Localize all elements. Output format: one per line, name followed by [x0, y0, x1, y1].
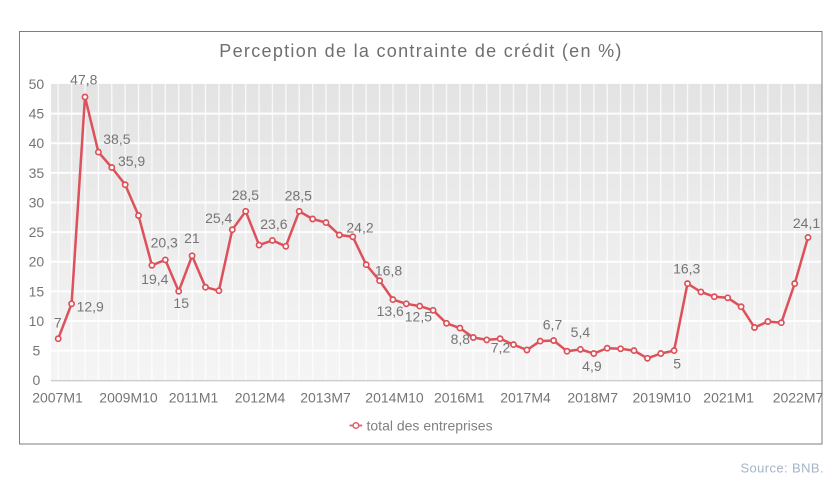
- svg-text:12,9: 12,9: [77, 299, 104, 315]
- svg-text:5,4: 5,4: [571, 324, 591, 340]
- svg-text:2021M1: 2021M1: [703, 390, 754, 406]
- svg-text:12,5: 12,5: [405, 309, 432, 325]
- svg-text:23,6: 23,6: [260, 216, 287, 232]
- svg-text:19,4: 19,4: [141, 271, 168, 287]
- svg-text:25,4: 25,4: [205, 210, 232, 226]
- svg-text:5: 5: [33, 343, 41, 359]
- svg-text:15: 15: [29, 283, 45, 299]
- svg-text:Source: BNB.: Source: BNB.: [740, 461, 824, 476]
- svg-text:2009M10: 2009M10: [99, 390, 158, 406]
- svg-text:30: 30: [29, 194, 45, 210]
- svg-text:2018M7: 2018M7: [567, 390, 618, 406]
- svg-text:20,3: 20,3: [151, 234, 178, 250]
- svg-text:24,1: 24,1: [793, 215, 820, 231]
- svg-text:2017M4: 2017M4: [500, 390, 551, 406]
- svg-text:2012M4: 2012M4: [235, 390, 286, 406]
- svg-text:0: 0: [33, 372, 41, 388]
- svg-text:Perception de la contrainte de: Perception de la contrainte de crédit (e…: [219, 41, 622, 61]
- svg-text:28,5: 28,5: [285, 187, 312, 203]
- svg-text:35: 35: [29, 165, 45, 181]
- svg-text:25: 25: [29, 224, 45, 240]
- svg-text:2019M10: 2019M10: [633, 390, 692, 406]
- svg-text:6,7: 6,7: [543, 317, 563, 333]
- svg-text:47,8: 47,8: [70, 71, 97, 87]
- svg-text:2014M10: 2014M10: [365, 390, 424, 406]
- svg-text:7,2: 7,2: [491, 339, 511, 355]
- svg-text:2011M1: 2011M1: [169, 390, 219, 406]
- svg-text:2013M7: 2013M7: [300, 390, 351, 406]
- svg-text:20: 20: [29, 254, 45, 270]
- svg-text:2007M1: 2007M1: [32, 390, 83, 406]
- svg-text:8,8: 8,8: [451, 331, 471, 347]
- svg-text:24,2: 24,2: [346, 220, 373, 236]
- svg-text:5: 5: [673, 356, 681, 372]
- svg-text:35,9: 35,9: [118, 153, 145, 169]
- svg-text:16,3: 16,3: [673, 261, 700, 277]
- svg-text:2016M1: 2016M1: [434, 390, 485, 406]
- svg-text:13,6: 13,6: [377, 303, 404, 319]
- svg-text:15: 15: [173, 295, 189, 311]
- svg-text:28,5: 28,5: [232, 187, 259, 203]
- svg-text:2022M7: 2022M7: [773, 390, 824, 406]
- svg-text:16,8: 16,8: [375, 263, 402, 279]
- svg-text:7: 7: [54, 315, 62, 331]
- svg-text:50: 50: [29, 76, 45, 92]
- svg-text:10: 10: [29, 313, 45, 329]
- svg-text:4,9: 4,9: [582, 358, 602, 374]
- svg-text:38,5: 38,5: [103, 131, 130, 147]
- svg-text:45: 45: [29, 106, 45, 122]
- svg-text:21: 21: [184, 230, 200, 246]
- svg-text:total des entreprises: total des entreprises: [367, 418, 493, 434]
- svg-text:40: 40: [29, 135, 45, 151]
